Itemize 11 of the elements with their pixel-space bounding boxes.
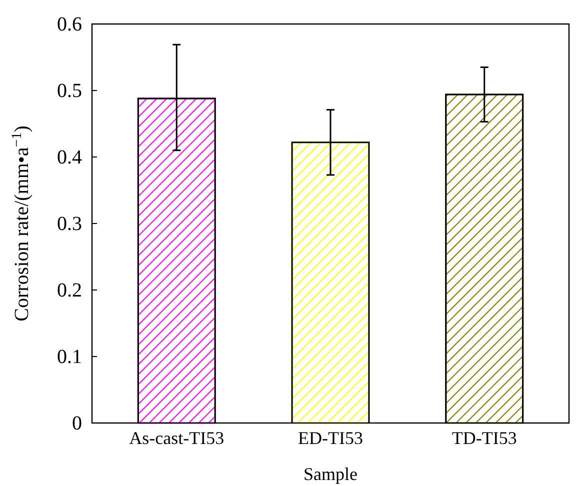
y-tick-label: 0	[72, 412, 82, 434]
y-tick-label: 0.4	[57, 146, 82, 168]
y-tick-label: 0.2	[57, 279, 82, 302]
x-tick-label: TD-TI53	[452, 428, 517, 448]
y-tick-label: 0.5	[57, 80, 82, 102]
y-tick-label: 0.6	[57, 13, 82, 36]
y-tick-label: 0.3	[57, 212, 82, 235]
x-tick-label: ED-TI53	[298, 428, 363, 448]
y-tick-label: 0.1	[57, 346, 82, 368]
x-axis-title: Sample	[304, 464, 358, 484]
x-tick-label: As-cast-TI53	[129, 428, 224, 448]
